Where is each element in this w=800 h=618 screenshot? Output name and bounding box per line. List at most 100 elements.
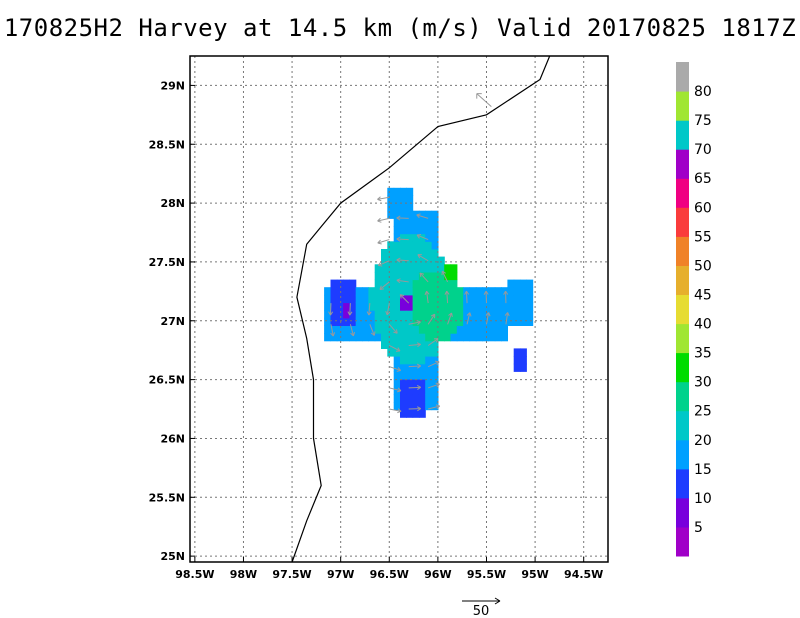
field-cell: [425, 279, 433, 288]
plot-frame: [189, 55, 609, 563]
field-cell: [431, 218, 439, 227]
field-cell: [330, 302, 338, 311]
field-cell: [406, 287, 414, 296]
field-cell: [412, 402, 420, 411]
field-cell: [355, 333, 363, 342]
field-cell: [330, 333, 338, 342]
field-cell: [418, 287, 426, 296]
field-cell: [406, 264, 414, 273]
field-cell: [387, 241, 395, 250]
field-cell: [488, 287, 496, 296]
field-cell: [393, 371, 401, 380]
colorbar-swatch: [676, 207, 689, 237]
field-cell: [324, 317, 331, 326]
field-cell: [406, 271, 414, 281]
field-cell: [412, 302, 420, 311]
field-cell: [463, 317, 471, 326]
field-cell: [400, 233, 407, 242]
field-cell: [387, 210, 395, 219]
field-cell: [482, 333, 489, 342]
field-cell: [418, 317, 426, 326]
field-cell: [349, 333, 357, 342]
field-cell: [456, 333, 464, 342]
field-cell: [425, 394, 433, 403]
field-cell: [437, 264, 445, 273]
field-cell: [406, 371, 414, 380]
field-cell: [431, 226, 439, 235]
field-cell: [393, 348, 401, 357]
field-cell: [393, 340, 401, 349]
wind-vector: [379, 281, 390, 290]
field-cell: [450, 317, 458, 326]
colorbar-label: 70: [694, 142, 712, 158]
field-cell: [418, 348, 426, 357]
field-cell: [425, 356, 433, 365]
field-cell: [406, 210, 414, 219]
field-cell: [355, 310, 363, 319]
field-cell: [406, 302, 414, 311]
field-cell: [412, 371, 420, 380]
colorbar-swatch: [676, 323, 689, 354]
field-cell: [406, 279, 414, 288]
field-cell: [418, 294, 426, 304]
x-tick-label: 96.5W: [370, 568, 409, 581]
field-cell: [456, 325, 464, 334]
field-cell: [463, 310, 471, 319]
field-cell: [343, 333, 350, 342]
grid-lines: [190, 56, 608, 562]
field-cell: [393, 187, 401, 196]
wind-vector: [417, 254, 429, 262]
colorbar-label: 10: [694, 491, 712, 507]
field-cell: [418, 394, 426, 403]
field-cell: [374, 302, 382, 311]
wind-vector: [389, 387, 402, 393]
colorbar-label: 60: [694, 200, 712, 216]
field-cell: [400, 210, 407, 219]
field-cell: [482, 310, 489, 319]
field-cell: [393, 310, 401, 319]
colorbar-label: 45: [694, 288, 712, 304]
field-cell: [450, 302, 458, 311]
field-cell: [381, 310, 388, 319]
colorbar-label: 80: [694, 84, 712, 100]
y-tick-label: 27.5N: [149, 256, 185, 269]
field-cell: [520, 302, 527, 311]
x-tick-label: 98W: [230, 568, 257, 581]
field-cell: [412, 249, 420, 258]
field-cell: [368, 287, 376, 296]
field-cell: [336, 279, 344, 288]
field-cell: [437, 294, 445, 304]
colorbar-swatch: [676, 120, 689, 150]
field-cell: [412, 394, 420, 403]
field-cell: [381, 256, 388, 265]
field-cell: [501, 287, 508, 296]
field-cell: [412, 294, 420, 304]
field-cell: [330, 279, 338, 288]
field-cell: [406, 379, 414, 388]
field-cell: [412, 241, 420, 250]
wind-vector: [503, 290, 509, 304]
field-cell: [431, 348, 439, 357]
field-cell: [513, 363, 521, 372]
field-cell: [482, 325, 489, 334]
field-cell: [324, 294, 331, 304]
wind-vector: [504, 312, 510, 325]
colorbar-swatch: [676, 526, 689, 557]
field-cell: [412, 356, 420, 365]
field-cell: [412, 218, 420, 227]
field-cell: [507, 279, 515, 288]
wind-vector: [366, 303, 372, 316]
x-tick-label: 98.5W: [175, 568, 214, 581]
field-cell: [425, 256, 433, 265]
field-cell: [406, 187, 414, 196]
field-cell: [393, 264, 401, 273]
wind-vector: [444, 290, 450, 304]
field-cell: [437, 279, 445, 288]
field-cell: [349, 325, 357, 334]
x-tick-label: 97W: [327, 568, 354, 581]
field-cell: [412, 210, 420, 219]
field-cell: [431, 264, 439, 273]
field-cell: [425, 271, 433, 281]
colorbar-label: 20: [694, 433, 712, 449]
field-cell: [412, 363, 420, 372]
